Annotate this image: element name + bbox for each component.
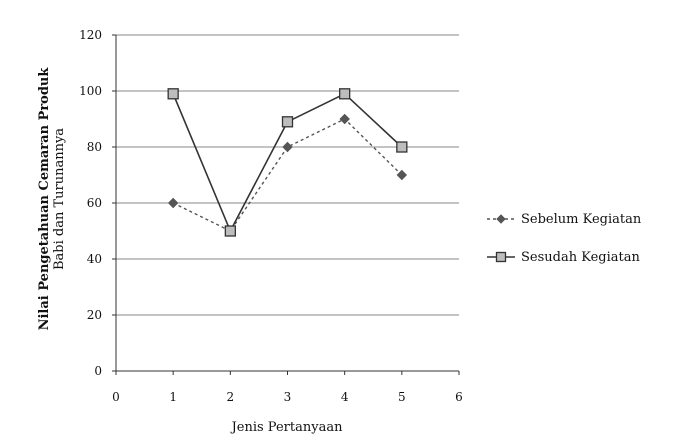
y-axis-title-line2: Babi dan Turunannya bbox=[52, 128, 67, 270]
legend-marker-sesudah-kegiatan bbox=[495, 251, 507, 263]
data-point-sebelum-kegiatan-3 bbox=[282, 141, 293, 153]
data-point-sesudah-kegiatan-2 bbox=[224, 225, 236, 237]
y-axis-title-line1: Nilai Pengetahuan Cemaran Produk bbox=[37, 67, 52, 331]
x-tick-label-0: 0 bbox=[112, 390, 120, 404]
data-point-sesudah-kegiatan-1 bbox=[167, 88, 179, 100]
data-point-sesudah-kegiatan-5 bbox=[396, 141, 408, 153]
gridlines bbox=[116, 34, 459, 316]
y-tick-label-80: 80 bbox=[87, 140, 102, 154]
y-axis-title: Nilai Pengetahuan Cemaran Produk Babi da… bbox=[37, 67, 67, 331]
data-point-sebelum-kegiatan-1 bbox=[167, 197, 179, 209]
x-tick-label-5: 5 bbox=[398, 390, 406, 404]
legend-label-sebelum-kegiatan: Sebelum Kegiatan bbox=[521, 212, 642, 227]
x-tick-label-3: 3 bbox=[284, 390, 292, 404]
series-line-sebelum-kegiatan bbox=[172, 118, 403, 232]
legend-marker-sebelum-kegiatan bbox=[496, 214, 506, 224]
data-point-sebelum-kegiatan-4 bbox=[339, 113, 350, 125]
data-point-sebelum-kegiatan-5 bbox=[396, 169, 408, 181]
x-tick-label-1: 1 bbox=[169, 390, 177, 404]
y-tick-label-40: 40 bbox=[87, 252, 102, 266]
y-tick-labels: 0 20 40 60 80 100 120 bbox=[79, 28, 102, 378]
data-point-sesudah-kegiatan-4 bbox=[339, 88, 351, 100]
y-tick-label-100: 100 bbox=[79, 84, 102, 98]
y-tick-label-120: 120 bbox=[79, 28, 102, 42]
y-tick-label-0: 0 bbox=[94, 364, 102, 378]
y-tick-label-20: 20 bbox=[87, 308, 102, 322]
data-series bbox=[167, 88, 408, 237]
legend-label-sesudah-kegiatan: Sesudah Kegiatan bbox=[521, 250, 640, 265]
axes bbox=[112, 34, 460, 375]
x-axis-title: Jenis Pertanyaan bbox=[230, 420, 344, 435]
data-point-sesudah-kegiatan-3 bbox=[281, 116, 294, 128]
x-tick-label-4: 4 bbox=[341, 390, 349, 404]
series-line-sesudah-kegiatan bbox=[172, 92, 403, 233]
x-tick-label-6: 6 bbox=[455, 390, 463, 404]
y-tick-label-60: 60 bbox=[87, 196, 102, 210]
x-tick-label-2: 2 bbox=[227, 390, 235, 404]
legend: Sebelum Kegiatan Sesudah Kegiatan bbox=[487, 212, 642, 265]
x-tick-labels: 0 1 2 3 4 5 6 bbox=[112, 390, 463, 404]
